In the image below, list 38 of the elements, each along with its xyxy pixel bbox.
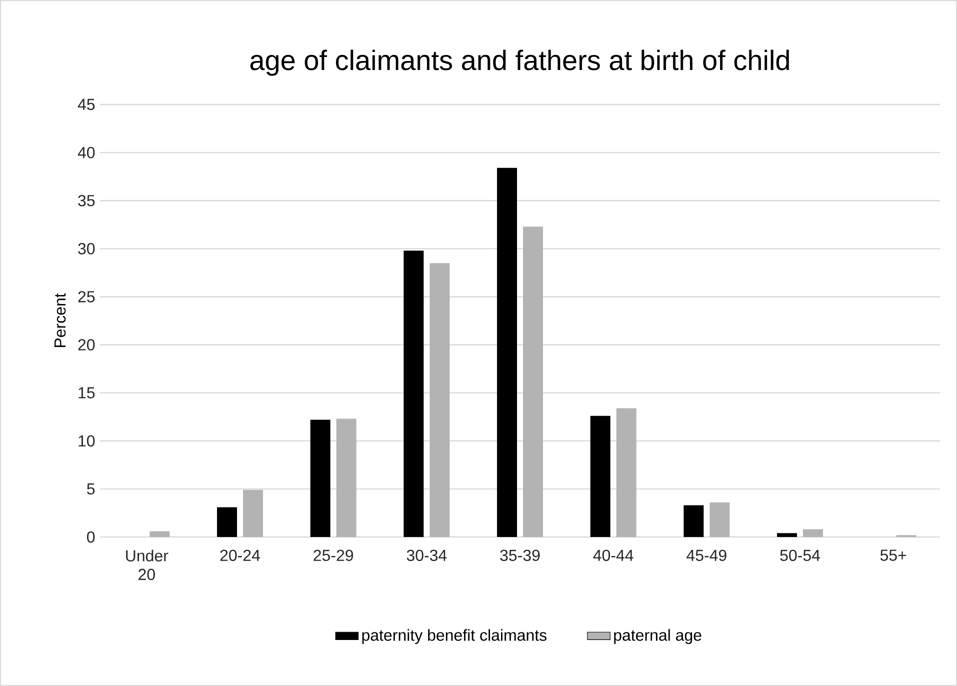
y-tick-label: 25: [78, 291, 95, 302]
bar: [777, 533, 798, 537]
x-tick-label: 35-39: [500, 550, 540, 562]
x-tick-label: 25-29: [314, 550, 354, 562]
bar: [243, 490, 264, 537]
bar: [430, 263, 450, 537]
bar: [217, 507, 238, 537]
y-tick-label: 45: [78, 98, 95, 110]
y-tick-label: 35: [78, 194, 95, 206]
bar: [523, 226, 544, 537]
bar: [710, 502, 730, 537]
bar: [404, 250, 424, 537]
y-tick-label: 30: [78, 243, 95, 254]
x-tick-label: 20-24: [220, 550, 260, 562]
y-tick-label: 10: [78, 435, 95, 447]
y-axis-title: Percent: [54, 293, 66, 348]
x-tick-label: 55+: [880, 550, 906, 561]
bar: [336, 418, 356, 537]
bar: [803, 529, 824, 537]
chart-title: age of claimants and fathers at birth of child: [250, 50, 789, 76]
bar: [590, 416, 610, 537]
y-tick-label: 0: [87, 531, 95, 543]
legend-label: paternity benefit claimants: [362, 629, 547, 644]
x-tick-label: 30-34: [406, 550, 447, 562]
legend-label: paternal age: [614, 629, 702, 644]
x-tick-label: Under 20: [126, 550, 168, 580]
bar: [310, 420, 330, 537]
bar: [497, 168, 518, 537]
bar: [616, 408, 636, 537]
x-tick-label: 50-54: [780, 550, 820, 562]
y-tick-label: 40: [78, 146, 95, 158]
x-tick-label: 45-49: [686, 550, 726, 562]
y-tick-label: 5: [87, 483, 95, 495]
x-tick-label: 40-44: [593, 550, 634, 562]
y-tick-label: 20: [78, 339, 95, 350]
y-tick-label: 15: [78, 387, 95, 398]
bar: [684, 505, 704, 537]
bar: [150, 531, 170, 537]
